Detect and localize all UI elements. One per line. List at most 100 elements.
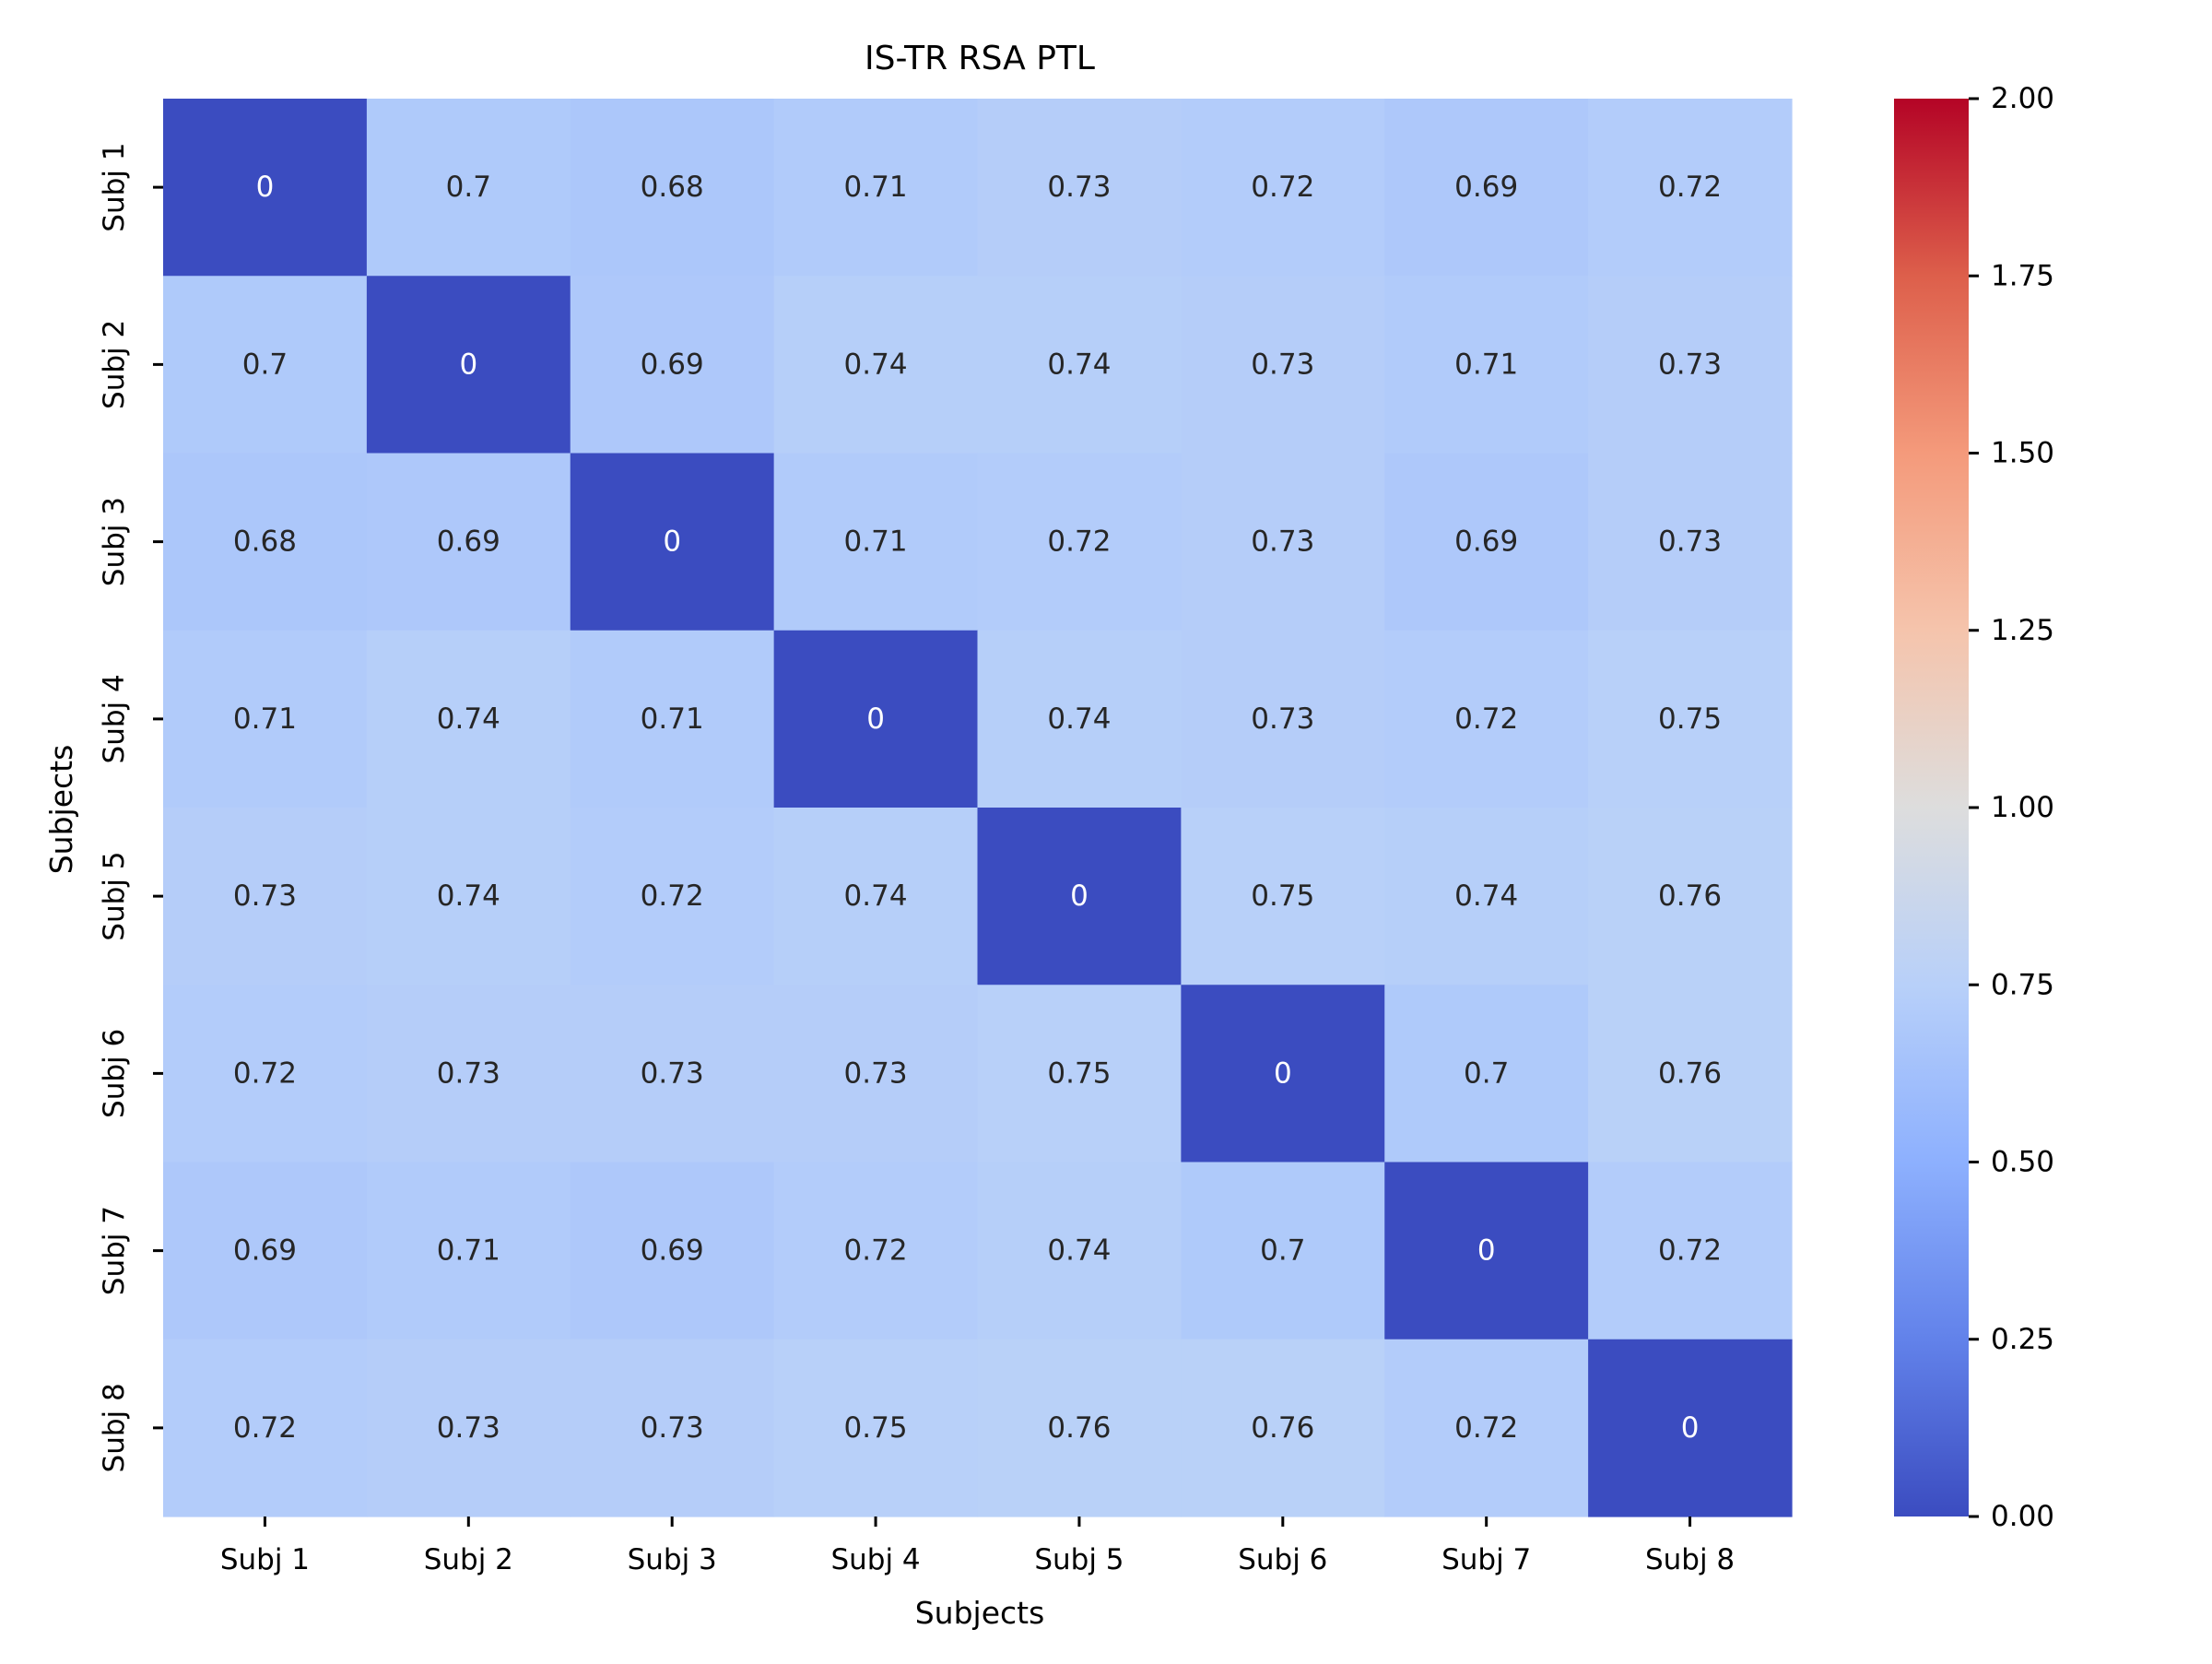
colorbar-tick-label: 1.00 [1991,791,2054,824]
heatmap-cell [366,99,571,277]
cell-value-label: 0 [1070,879,1088,913]
heatmap-cell [1384,99,1589,277]
cell-value-label: 0.69 [233,1234,297,1268]
cell-value-label: 0.69 [1454,171,1518,204]
y-axis-ticks: Subj 1 Subj 2 Subj 3 Subj 4 Subj 5 Subj 6 Subj… [98,143,163,1472]
heatmap-cell [1588,1162,1793,1340]
cell-value-label: 0.73 [437,1056,500,1090]
cell-value-label: 0.71 [437,1234,500,1268]
heatmap-cell [163,276,368,454]
heatmap-cell [163,630,368,808]
colorbar-tick-label: 1.25 [1991,614,2054,647]
y-tick-label: Subj 1 [98,143,131,232]
colorbar-ticks: 0.00 0.25 0.50 0.75 1.00 1.25 1.50 1.75 2.00 [1969,82,2054,1533]
heatmap-cell [1588,1339,1793,1517]
heatmap-cell [366,453,571,631]
cell-value-label: 0.7 [1464,1056,1509,1090]
heatmap-cell [773,1339,979,1517]
cell-value-label: 0.72 [844,1234,908,1268]
heatmap-cell [1384,453,1589,631]
heatmap-cell [1384,630,1589,808]
colorbar-tick-label: 0.25 [1991,1323,2054,1356]
cell-value-label: 0.74 [1454,879,1518,913]
heatmap-cell [163,99,368,277]
cell-value-label: 0 [1681,1411,1700,1445]
cell-value-label: 0 [459,348,477,381]
cell-value-label: 0.74 [844,879,908,913]
cell-value-label: 0.72 [233,1411,297,1445]
cell-value-label: 0.73 [1047,171,1111,204]
heatmap-cell [1384,1162,1589,1340]
heatmap-cell [570,985,775,1163]
heatmap-cells [163,99,1793,1517]
cell-value-label: 0.72 [1047,525,1111,559]
heatmap-cell [977,808,1182,985]
heatmap-cell [1588,99,1793,277]
cell-value-label: 0 [256,171,275,204]
heatmap-cell [1181,453,1385,631]
colorbar-tick-label: 0.75 [1991,968,2054,1001]
cell-value-label: 0.73 [641,1056,704,1090]
y-tick-label: Subj 5 [98,852,131,941]
y-tick-label: Subj 8 [98,1383,131,1472]
y-tick-label: Subj 7 [98,1206,131,1295]
cell-value-label: 0.76 [1251,1411,1314,1445]
heatmap-cell [570,276,775,454]
heatmap-cell [570,453,775,631]
heatmap-cell [163,453,368,631]
heatmap-cell [977,1162,1182,1340]
x-axis-ticks: Subj 1 Subj 2 Subj 3 Subj 4 Subj 5 Subj 6 Subj… [220,1516,1735,1576]
y-tick-label: Subj 6 [98,1029,131,1118]
cell-value-label: 0.7 [1260,1234,1305,1268]
heatmap-cell [1588,630,1793,808]
cell-value-label: 0.74 [437,879,500,913]
cell-value-label: 0.72 [1658,1234,1722,1268]
heatmap-cell [773,985,979,1163]
heatmap-cell [1181,985,1385,1163]
x-tick-label: Subj 6 [1238,1543,1327,1576]
heatmap-cell [977,276,1182,454]
heatmap-cell [977,99,1182,277]
cell-value-label: 0.71 [1454,348,1518,381]
cell-value-label: 0.73 [437,1411,500,1445]
heatmap-cell [163,808,368,985]
heatmap-cell [163,985,368,1163]
heatmap-cell [773,1162,979,1340]
cell-value-label: 0.74 [1047,348,1111,381]
cell-value-label: 0.7 [446,171,491,204]
heatmap-cell [1588,276,1793,454]
cell-value-label: 0.72 [1454,702,1518,736]
cell-value-label: 0.71 [233,702,297,736]
heatmap-cell [1181,1339,1385,1517]
heatmap-cell [570,1162,775,1340]
cell-value-label: 0.74 [844,348,908,381]
heatmap-cell [773,276,979,454]
heatmap-cell [366,1339,571,1517]
heatmap-cell [163,1339,368,1517]
x-tick-label: Subj 8 [1645,1543,1735,1576]
heatmap-cell [570,630,775,808]
cell-value-label: 0.73 [1251,348,1314,381]
cell-value-label: 0 [1477,1234,1496,1268]
y-tick-label: Subj 4 [98,674,131,763]
colorbar-tick-label: 2.00 [1991,82,2054,115]
cell-value-label: 0.68 [233,525,297,559]
cell-value-label: 0.72 [233,1056,297,1090]
cell-value-label: 0.75 [1658,702,1722,736]
heatmap-cell [773,453,979,631]
colorbar-tick-label: 0.00 [1991,1500,2054,1533]
cell-value-label: 0.74 [1047,702,1111,736]
heatmap-cell [570,808,775,985]
cell-value-label: 0.73 [1251,702,1314,736]
cell-value-label: 0.69 [1454,525,1518,559]
x-tick-label: Subj 5 [1034,1543,1124,1576]
cell-value-label: 0.69 [437,525,500,559]
cell-value-label: 0.73 [1658,525,1722,559]
cell-value-label: 0.75 [844,1411,908,1445]
y-tick-label: Subj 2 [98,320,131,409]
y-axis-label: Subjects [43,745,79,875]
cell-value-label: 0.72 [1454,1411,1518,1445]
cell-value-label: 0 [1274,1056,1292,1090]
